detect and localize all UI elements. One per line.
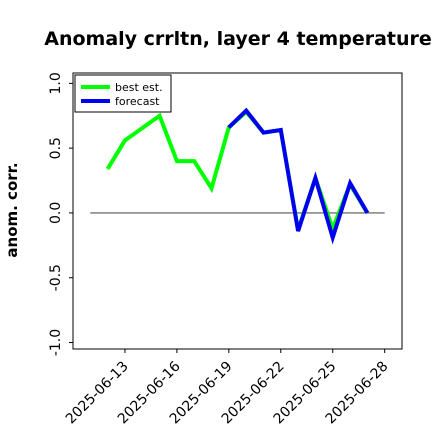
y-tick-label: 0.5	[48, 137, 64, 159]
y-tick-label: -1.0	[48, 329, 64, 356]
legend-box	[74, 74, 172, 113]
chart-title: Anomaly crrltn, layer 4 temperature	[44, 28, 432, 50]
y-tick-label: 1.0	[48, 72, 64, 94]
legend-label-best-est: best est.	[115, 81, 163, 94]
y-tick-label: 0.0	[48, 202, 64, 224]
legend: best est. forecast	[74, 74, 172, 113]
series-line-forecast	[227, 107, 370, 245]
y-axis-label: anom. corr.	[3, 162, 21, 257]
y-tick-label: -0.5	[48, 264, 64, 291]
plot-area	[72, 72, 403, 350]
legend-label-forecast: forecast	[115, 95, 160, 108]
